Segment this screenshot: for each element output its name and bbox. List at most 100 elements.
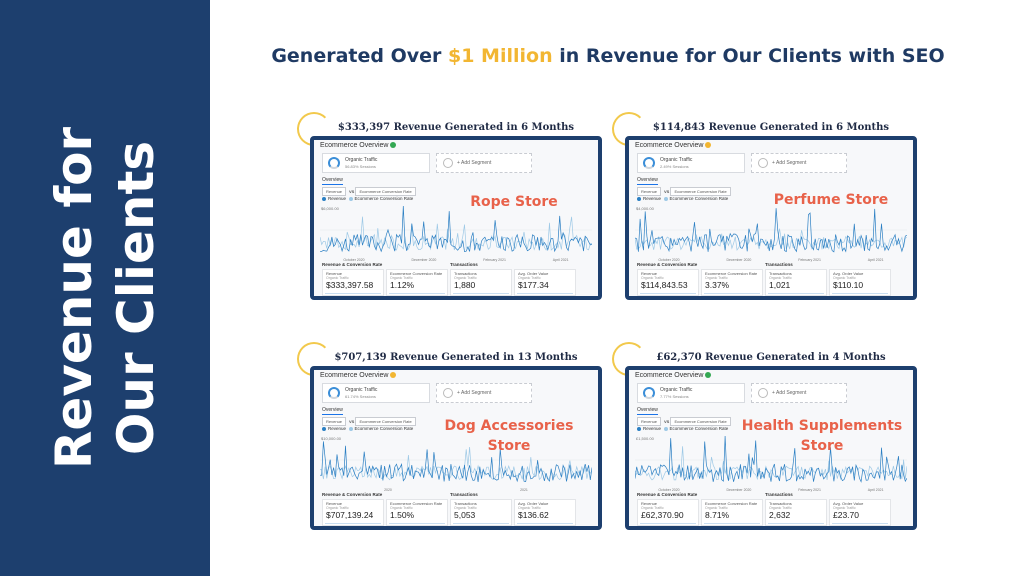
add-segment-label: + Add Segment: [772, 160, 807, 166]
legend-dot-icon: [637, 196, 641, 201]
ga-title-text: Ecommerce Overview: [635, 372, 704, 379]
metric-tile: Transactions Organic Traffic 5,053: [450, 499, 512, 526]
revenue-series-line: [635, 208, 907, 253]
add-segment-button[interactable]: + Add Segment: [751, 383, 847, 403]
section-label-revenue: Revenue & Conversion Rate: [637, 262, 698, 267]
metric-name: Revenue: [641, 271, 658, 276]
sparkline: [517, 523, 573, 524]
legend-dot-icon: [663, 426, 668, 431]
revenue-series-line: [320, 205, 592, 253]
metric-name: Ecommerce Conversion Rate: [705, 271, 758, 276]
sparkline: [389, 293, 445, 294]
metrics-panel: Revenue & Conversion Rate Transactions R…: [322, 262, 588, 296]
ecommerce-overview-title: Ecommerce Overview: [635, 142, 712, 149]
metric-select[interactable]: Revenue: [322, 417, 347, 426]
vs-label: VS: [664, 419, 670, 424]
metric-segment: Organic Traffic: [833, 506, 856, 510]
date-tick-label: February 2021: [798, 488, 821, 492]
metric-value: 1.12%: [390, 280, 415, 290]
revenue-series-line: [320, 441, 592, 483]
section-label-transactions: Transactions: [765, 492, 793, 497]
tab-overview[interactable]: Overview: [637, 177, 658, 185]
metric-segment: Organic Traffic: [518, 276, 541, 280]
add-circle-icon: [443, 158, 453, 168]
sparkline: [704, 523, 760, 524]
headline-text-end: in Revenue for Our Clients with SEO: [552, 45, 945, 67]
metric-value: 3.37%: [705, 280, 730, 290]
tab-overview[interactable]: Overview: [637, 407, 658, 415]
add-segment-button[interactable]: + Add Segment: [436, 383, 532, 403]
metric-tile: Ecommerce Conversion Rate Organic Traffic…: [386, 269, 448, 296]
add-circle-icon: [758, 388, 768, 398]
legend-dot-icon: [322, 426, 326, 431]
metric-name: Avg. Order Value: [833, 501, 864, 506]
metric-select[interactable]: Revenue: [637, 417, 662, 426]
legend-conversion: Ecommerce Conversion Rate: [669, 426, 729, 431]
metric-name: Transactions: [454, 501, 477, 506]
metric2-select[interactable]: Ecommerce Conversion Rate: [670, 417, 731, 426]
segment-organic-traffic[interactable]: Organic Traffic 61.74% Sessions: [322, 383, 430, 403]
ecommerce-overview-title: Ecommerce Overview: [320, 372, 397, 379]
segment-organic-traffic[interactable]: Organic Traffic 56.83% Sessions: [322, 153, 430, 173]
metric2-select[interactable]: Ecommerce Conversion Rate: [670, 187, 731, 196]
metric2-select[interactable]: Ecommerce Conversion Rate: [355, 187, 416, 196]
metric-segment: Organic Traffic: [769, 276, 792, 280]
store-label: Rope Store: [470, 194, 558, 210]
date-tick-label: 2021: [520, 488, 528, 492]
sparkline: [453, 523, 509, 524]
date-tick-label: December 2020: [411, 258, 437, 262]
headline-accent: $1 Million: [448, 45, 553, 67]
segment-organic-traffic[interactable]: Organic Traffic 7.77% Sessions: [637, 383, 745, 403]
date-tick-label: April 2021: [867, 258, 884, 262]
legend-conversion: Ecommerce Conversion Rate: [354, 196, 414, 201]
metric-value: $110.10: [833, 280, 864, 290]
vs-label: VS: [349, 189, 355, 194]
add-circle-icon: [443, 388, 453, 398]
analytics-screenshot: Ecommerce Overview Organic Traffic 2.49%…: [625, 136, 917, 300]
segment-label: Organic Traffic: [345, 157, 378, 163]
metric-tile: Avg. Order Value Organic Traffic $110.10: [829, 269, 891, 296]
metric-select[interactable]: Revenue: [637, 187, 662, 196]
metric-select[interactable]: Revenue: [322, 187, 347, 196]
add-segment-button[interactable]: + Add Segment: [436, 153, 532, 173]
date-tick-label: 2020: [384, 488, 392, 492]
revenue-series-line: [635, 435, 907, 483]
metric-value: £62,370.90: [641, 510, 684, 520]
metric-tile: Ecommerce Conversion Rate Organic Traffic…: [701, 499, 763, 526]
section-label-transactions: Transactions: [765, 262, 793, 267]
metric-value: 1,021: [769, 280, 791, 290]
analytics-screenshot: Ecommerce Overview Organic Traffic 56.83…: [310, 136, 602, 300]
metric-tile: Revenue Organic Traffic £62,370.90: [637, 499, 699, 526]
date-tick-label: February 2021: [798, 258, 821, 262]
metric-tile: Revenue Organic Traffic $707,139.24: [322, 499, 384, 526]
section-label-revenue: Revenue & Conversion Rate: [322, 492, 383, 497]
ga-title-text: Ecommerce Overview: [320, 372, 389, 379]
metric-segment: Organic Traffic: [769, 506, 792, 510]
metric-name: Transactions: [769, 271, 792, 276]
conversion-series-line: [635, 228, 907, 251]
store-label: Perfume Store: [773, 192, 889, 208]
tab-overview[interactable]: Overview: [322, 177, 343, 185]
sparkline: [832, 523, 888, 524]
sparkline: [640, 523, 696, 524]
metric-value: 8.71%: [705, 510, 730, 520]
sparkline: [453, 293, 509, 294]
segment-sessions: 7.77% Sessions: [660, 394, 689, 399]
legend-conversion: Ecommerce Conversion Rate: [669, 196, 729, 201]
metric-segment: Organic Traffic: [641, 506, 664, 510]
vs-label: VS: [349, 419, 355, 424]
segment-organic-traffic[interactable]: Organic Traffic 2.49% Sessions: [637, 153, 745, 173]
metric-value: $707,139.24: [326, 510, 374, 520]
section-label-revenue: Revenue & Conversion Rate: [322, 262, 383, 267]
metric-value: 1.50%: [390, 510, 415, 520]
segment-sessions: 2.49% Sessions: [660, 164, 689, 169]
metric-name: Revenue: [641, 501, 658, 506]
metric-segment: Organic Traffic: [705, 506, 728, 510]
metric2-select[interactable]: Ecommerce Conversion Rate: [355, 417, 416, 426]
y-axis-label: £1,500.00: [636, 436, 655, 441]
tab-overview[interactable]: Overview: [322, 407, 343, 415]
add-circle-icon: [758, 158, 768, 168]
date-tick-label: October 2020: [658, 488, 680, 492]
date-tick-label: April 2021: [552, 258, 569, 262]
add-segment-button[interactable]: + Add Segment: [751, 153, 847, 173]
